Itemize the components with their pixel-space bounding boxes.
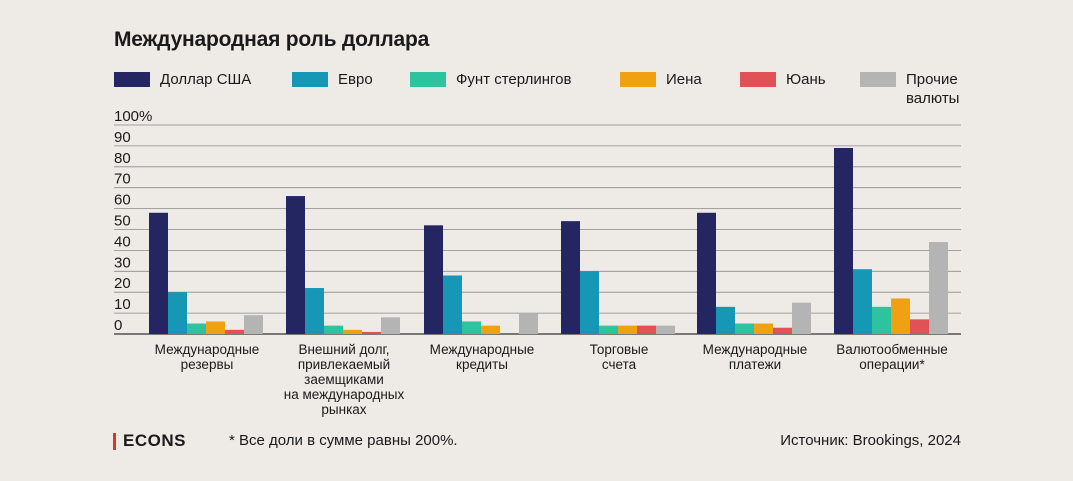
bar xyxy=(462,321,481,334)
chart-title: Международная роль доллара xyxy=(114,28,430,51)
y-tick-label: 50 xyxy=(114,213,131,230)
bar xyxy=(343,329,362,334)
legend-item: Юань xyxy=(740,70,826,89)
x-tick-label-line: счета xyxy=(602,357,637,372)
bar xyxy=(561,221,580,334)
logo-text: ECONS xyxy=(123,431,186,450)
legend-item: Прочие валюты xyxy=(860,70,959,108)
bar xyxy=(244,315,263,334)
x-tick-label-line: Международные xyxy=(430,342,535,357)
y-tick-label: 60 xyxy=(114,192,131,209)
legend-swatch xyxy=(620,72,656,87)
x-tick-label-line: резервы xyxy=(181,357,234,372)
legend-swatch xyxy=(292,72,328,87)
bar xyxy=(149,212,168,334)
x-tick-label: Международные резервы xyxy=(155,342,260,372)
legend-item: Доллар США xyxy=(114,70,251,89)
bar xyxy=(481,325,500,334)
bar xyxy=(735,323,754,334)
legend-swatch xyxy=(114,72,150,87)
legend-label: Евро xyxy=(338,71,373,88)
y-tick-label: 90 xyxy=(114,129,131,146)
footnote: * Все доли в сумме равны 200%. xyxy=(229,432,458,449)
x-tick-label-line: Валютообменные xyxy=(836,342,948,357)
y-tick-label: 100% xyxy=(114,108,152,125)
bar xyxy=(853,269,872,334)
bar xyxy=(225,329,244,334)
bar xyxy=(381,317,400,334)
x-tick-label-line: кредиты xyxy=(456,357,508,372)
bar xyxy=(618,325,637,334)
legend-swatch xyxy=(740,72,776,87)
legend: Доллар США Евро Фунт стерлингов Иена Юань Про… xyxy=(114,70,974,110)
y-tick-label: 70 xyxy=(114,171,131,188)
legend-label: Фунт стерлингов xyxy=(456,71,572,88)
x-tick-label-line: Внешний долг, xyxy=(298,342,389,357)
bar xyxy=(580,271,599,334)
bar xyxy=(305,288,324,334)
bar xyxy=(599,325,618,334)
legend-swatch xyxy=(860,72,896,87)
source-note: Источник: Brookings, 2024 xyxy=(780,432,961,449)
x-tick-label-line: заемщиками xyxy=(304,372,384,387)
bar xyxy=(929,242,948,334)
bar xyxy=(891,298,910,334)
legend-label: Прочие валюты xyxy=(906,71,960,107)
x-tick-label-line: Международные xyxy=(155,342,260,357)
legend-swatch xyxy=(410,72,446,87)
x-tick-label: Международные платежи xyxy=(703,342,808,372)
bar xyxy=(637,325,656,334)
bar xyxy=(697,212,716,334)
legend-label: Юань xyxy=(786,71,826,88)
bar xyxy=(206,321,225,334)
bar xyxy=(443,275,462,334)
legend-item: Фунт стерлингов xyxy=(410,70,571,89)
bar xyxy=(286,196,305,334)
bar xyxy=(168,292,187,334)
bar xyxy=(773,327,792,334)
bar xyxy=(324,325,343,334)
logo-mark xyxy=(113,432,116,450)
x-tick-label-line: платежи xyxy=(729,357,781,372)
bar xyxy=(519,313,538,334)
bar xyxy=(362,331,381,334)
legend-label: Иена xyxy=(666,71,702,88)
bar xyxy=(656,325,675,334)
econs-logo: ECONS xyxy=(113,431,186,451)
bar xyxy=(424,225,443,334)
x-tick-label-line: на международных xyxy=(284,387,405,402)
bar xyxy=(872,306,891,334)
y-tick-label: 40 xyxy=(114,233,131,250)
legend-label: Доллар США xyxy=(160,71,252,88)
bar xyxy=(834,147,853,334)
x-tick-label-line: операции* xyxy=(859,357,925,372)
y-tick-label: 80 xyxy=(114,150,131,167)
x-tick-label-line: Международные xyxy=(703,342,808,357)
x-tick-label: Торговые счета xyxy=(590,342,649,372)
bar xyxy=(910,319,929,334)
bar xyxy=(792,302,811,334)
legend-item: Евро xyxy=(292,70,373,89)
legend-item: Иена xyxy=(620,70,702,89)
bar xyxy=(716,306,735,334)
x-tick-label-line: привлекаемый xyxy=(298,357,390,372)
bar xyxy=(754,323,773,334)
x-tick-label: Международные кредиты xyxy=(430,342,535,372)
x-tick-label: Внешний долг, привлекаемый заемщиками на ме… xyxy=(284,342,405,417)
x-tick-label: Валютообменные операции* xyxy=(836,342,948,372)
y-tick-label: 30 xyxy=(114,254,131,271)
y-tick-label: 10 xyxy=(114,296,131,313)
x-tick-label-line: Торговые xyxy=(590,342,649,357)
x-tick-label-line: рынках xyxy=(321,402,366,417)
bar xyxy=(187,323,206,334)
y-tick-label: 0 xyxy=(114,317,122,334)
y-tick-label: 20 xyxy=(114,275,131,292)
